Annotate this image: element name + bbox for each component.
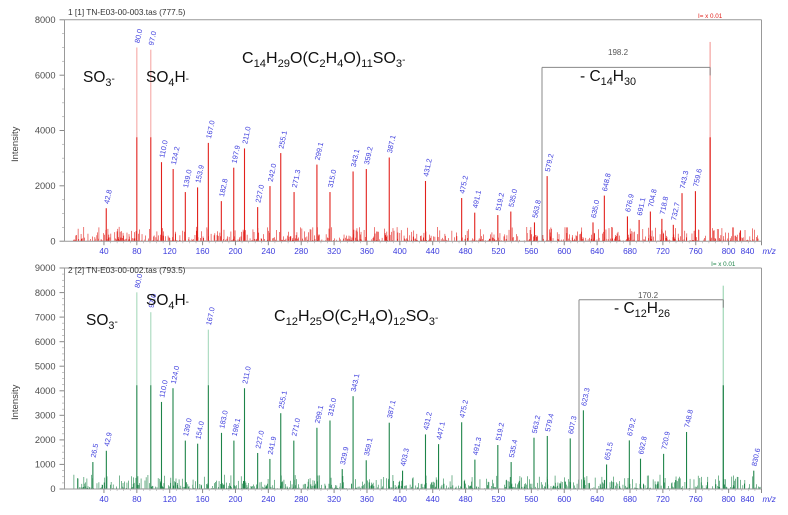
svg-text:6000: 6000 xyxy=(35,337,56,347)
svg-text:520: 520 xyxy=(492,494,506,504)
svg-text:240: 240 xyxy=(261,246,275,256)
svg-text:2000: 2000 xyxy=(35,181,56,191)
svg-text:3000: 3000 xyxy=(35,411,56,421)
svg-text:m/z: m/z xyxy=(763,494,777,504)
svg-text:2000: 2000 xyxy=(35,435,56,445)
svg-text:40: 40 xyxy=(99,494,109,504)
svg-text:600: 600 xyxy=(557,246,571,256)
svg-text:8000: 8000 xyxy=(35,288,56,298)
svg-text:160: 160 xyxy=(196,246,210,256)
svg-text:800: 800 xyxy=(722,494,736,504)
svg-text:320: 320 xyxy=(327,494,341,504)
svg-text:200: 200 xyxy=(229,246,243,256)
svg-text:440: 440 xyxy=(426,494,440,504)
svg-text:320: 320 xyxy=(327,246,341,256)
svg-text:440: 440 xyxy=(426,246,440,256)
svg-text:760: 760 xyxy=(689,494,703,504)
svg-text:680: 680 xyxy=(623,494,637,504)
svg-text:120: 120 xyxy=(163,494,177,504)
svg-text:9000: 9000 xyxy=(35,263,56,273)
svg-text:m/z: m/z xyxy=(763,246,777,256)
svg-text:400: 400 xyxy=(393,246,407,256)
svg-text:480: 480 xyxy=(459,246,473,256)
svg-text:560: 560 xyxy=(524,246,538,256)
svg-text:160: 160 xyxy=(196,494,210,504)
svg-text:4000: 4000 xyxy=(35,386,56,396)
svg-text:360: 360 xyxy=(360,246,374,256)
svg-text:720: 720 xyxy=(656,246,670,256)
svg-text:360: 360 xyxy=(360,494,374,504)
svg-text:640: 640 xyxy=(590,494,604,504)
svg-text:560: 560 xyxy=(524,494,538,504)
svg-text:760: 760 xyxy=(689,246,703,256)
svg-text:80: 80 xyxy=(132,494,142,504)
svg-text:840: 840 xyxy=(741,494,755,504)
svg-text:80: 80 xyxy=(132,246,142,256)
svg-text:0: 0 xyxy=(50,484,55,494)
svg-text:I= x 0.01: I= x 0.01 xyxy=(698,13,723,20)
svg-text:4000: 4000 xyxy=(35,126,56,136)
svg-text:480: 480 xyxy=(459,494,473,504)
svg-text:400: 400 xyxy=(393,494,407,504)
svg-text:600: 600 xyxy=(557,494,571,504)
svg-text:840: 840 xyxy=(741,246,755,256)
svg-text:7000: 7000 xyxy=(35,312,56,322)
svg-text:I= x 0.01: I= x 0.01 xyxy=(711,261,736,268)
svg-text:0: 0 xyxy=(50,236,55,246)
svg-text:200: 200 xyxy=(229,494,243,504)
svg-text:5000: 5000 xyxy=(35,361,56,371)
svg-text:720: 720 xyxy=(656,494,670,504)
svg-text:800: 800 xyxy=(722,246,736,256)
svg-text:40: 40 xyxy=(99,246,109,256)
svg-text:640: 640 xyxy=(590,246,604,256)
svg-text:6000: 6000 xyxy=(35,70,56,80)
svg-text:1000: 1000 xyxy=(35,460,56,470)
svg-text:240: 240 xyxy=(261,494,275,504)
svg-text:520: 520 xyxy=(492,246,506,256)
svg-text:280: 280 xyxy=(294,246,308,256)
svg-text:280: 280 xyxy=(294,494,308,504)
svg-text:680: 680 xyxy=(623,246,637,256)
svg-text:8000: 8000 xyxy=(35,15,56,25)
svg-text:120: 120 xyxy=(163,246,177,256)
